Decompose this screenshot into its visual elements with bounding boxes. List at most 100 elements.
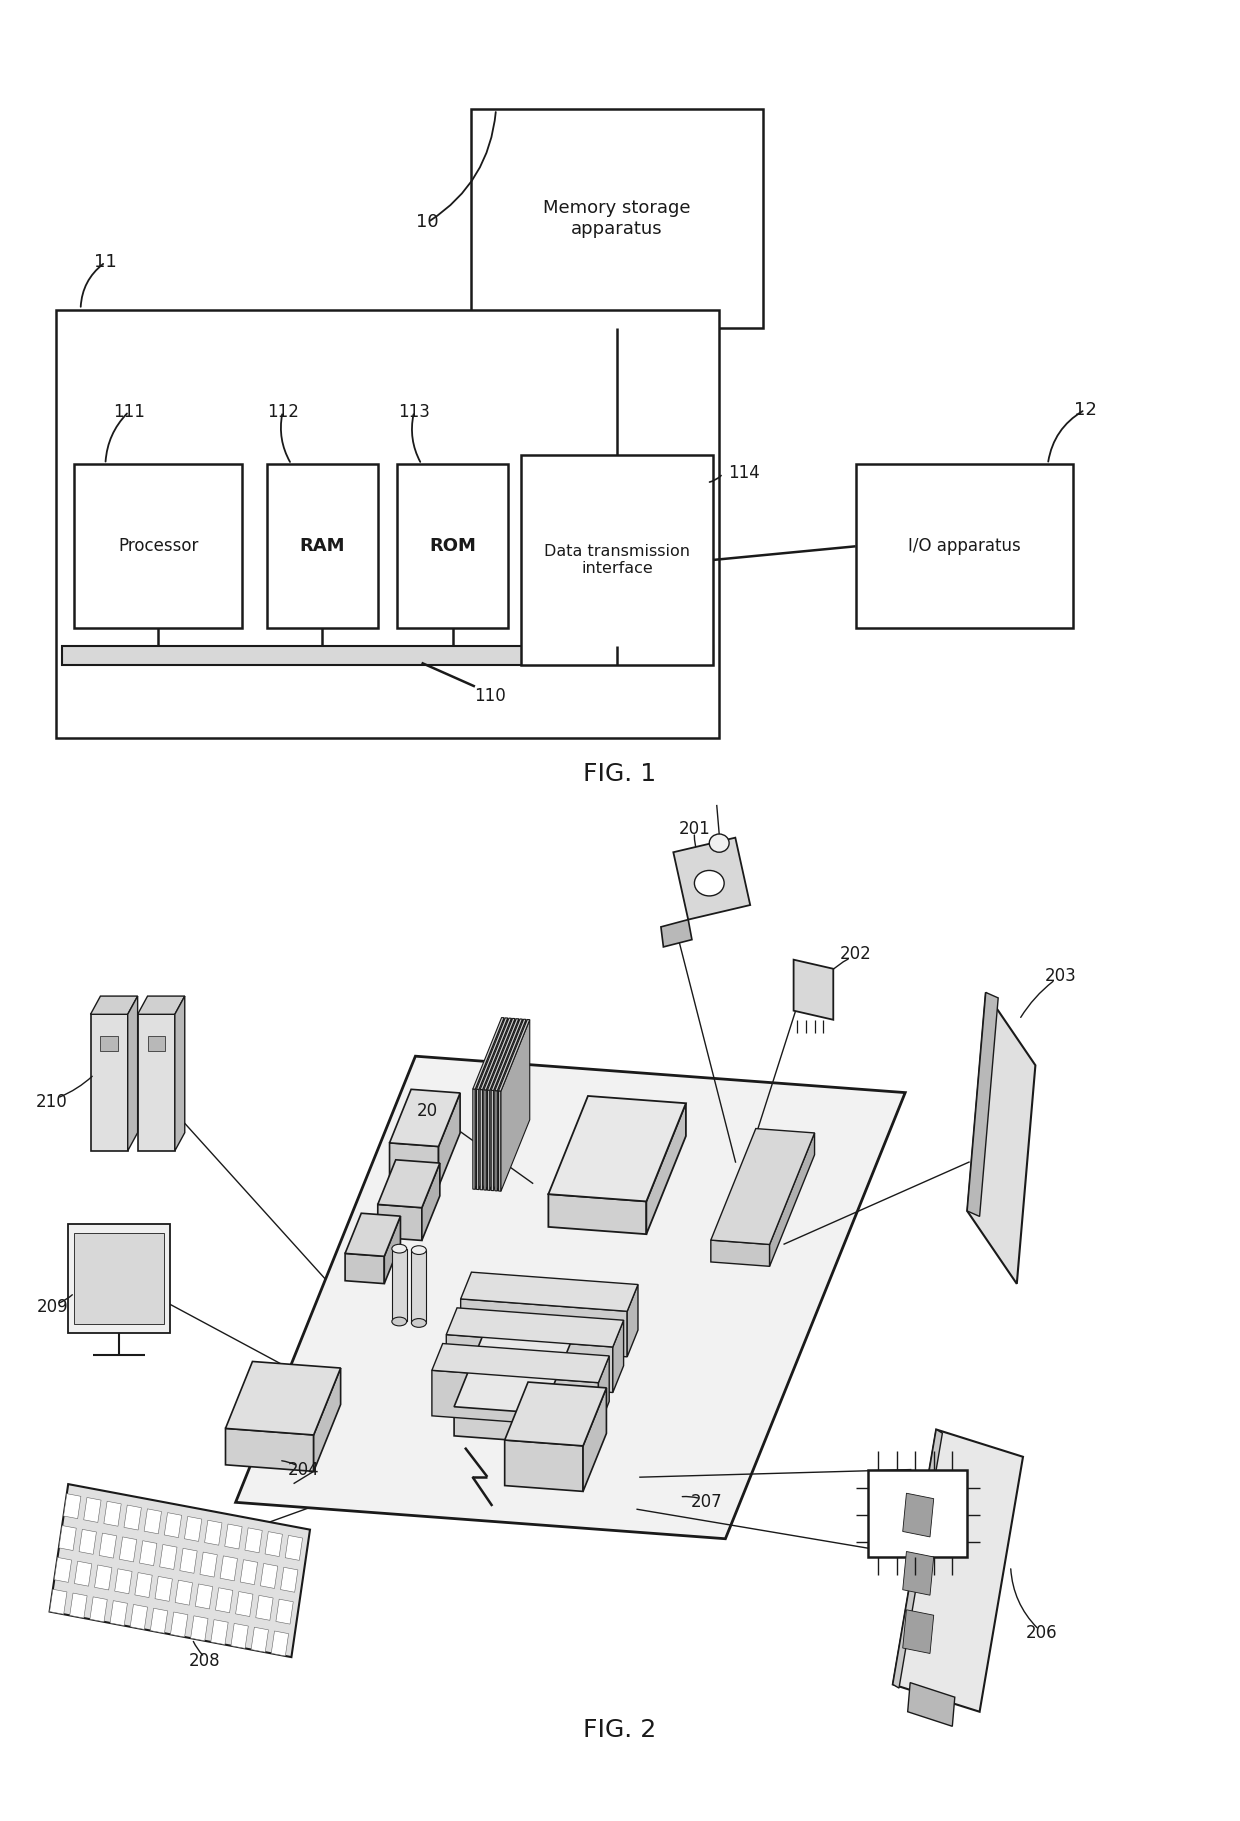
Polygon shape (378, 1160, 440, 1207)
Bar (148, 1036, 165, 1051)
Bar (397, 464, 508, 628)
Bar (868, 1470, 967, 1557)
Polygon shape (497, 1020, 526, 1191)
Polygon shape (226, 1428, 314, 1471)
Text: 20: 20 (417, 1102, 439, 1120)
Polygon shape (110, 1601, 128, 1626)
Bar (100, 1036, 118, 1051)
Polygon shape (314, 1368, 341, 1471)
Polygon shape (908, 1683, 955, 1726)
Polygon shape (236, 1592, 253, 1617)
Polygon shape (144, 1510, 161, 1533)
Polygon shape (794, 960, 833, 1020)
Text: 10: 10 (417, 213, 439, 231)
Bar (392, 1249, 407, 1322)
Bar (471, 109, 763, 328)
Polygon shape (498, 1091, 501, 1191)
Polygon shape (487, 1018, 518, 1091)
Text: 209: 209 (36, 1298, 68, 1317)
Ellipse shape (694, 870, 724, 896)
Polygon shape (495, 1020, 526, 1091)
Polygon shape (491, 1020, 522, 1091)
Polygon shape (480, 1018, 511, 1089)
Bar (138, 1014, 175, 1151)
Polygon shape (446, 1335, 613, 1393)
Polygon shape (160, 1544, 177, 1570)
Polygon shape (191, 1615, 208, 1641)
Bar (56, 310, 719, 738)
Polygon shape (495, 1091, 497, 1191)
Polygon shape (196, 1584, 213, 1610)
Polygon shape (480, 1089, 482, 1189)
Polygon shape (94, 1564, 112, 1590)
Polygon shape (91, 996, 138, 1014)
Polygon shape (494, 1020, 522, 1191)
Polygon shape (711, 1129, 815, 1244)
Polygon shape (79, 1530, 97, 1555)
Text: RAM: RAM (300, 537, 345, 555)
Polygon shape (211, 1619, 228, 1644)
Text: 113: 113 (398, 402, 430, 421)
Polygon shape (231, 1624, 248, 1648)
Bar (74, 1233, 164, 1324)
Polygon shape (175, 996, 185, 1151)
Polygon shape (476, 1018, 507, 1089)
Polygon shape (205, 1521, 222, 1546)
Text: FIG. 1: FIG. 1 (584, 761, 656, 787)
Polygon shape (484, 1089, 486, 1191)
Polygon shape (175, 1581, 192, 1604)
Polygon shape (180, 1548, 197, 1573)
Polygon shape (226, 1362, 341, 1435)
Polygon shape (60, 1526, 77, 1550)
Polygon shape (55, 1557, 72, 1582)
Polygon shape (432, 1369, 599, 1428)
Polygon shape (378, 1204, 422, 1240)
Text: GPS: GPS (899, 1504, 936, 1522)
Polygon shape (221, 1555, 237, 1581)
Polygon shape (446, 1307, 624, 1348)
Polygon shape (104, 1501, 122, 1526)
Text: 208: 208 (188, 1652, 221, 1670)
Polygon shape (246, 1528, 262, 1553)
Ellipse shape (392, 1244, 407, 1253)
Polygon shape (119, 1537, 136, 1562)
Polygon shape (224, 1524, 242, 1550)
Polygon shape (200, 1551, 217, 1577)
Ellipse shape (392, 1317, 407, 1326)
Polygon shape (345, 1253, 384, 1284)
Text: FIG. 2: FIG. 2 (583, 1717, 657, 1743)
Text: ROM: ROM (429, 537, 476, 555)
Polygon shape (138, 996, 185, 1014)
Bar (74, 464, 242, 628)
Polygon shape (893, 1429, 1023, 1712)
Polygon shape (114, 1570, 131, 1593)
Polygon shape (903, 1493, 934, 1537)
Polygon shape (967, 992, 998, 1216)
Text: 203: 203 (1044, 967, 1076, 985)
Bar (521, 455, 713, 665)
Text: Processor: Processor (118, 537, 198, 555)
Polygon shape (74, 1561, 92, 1586)
Polygon shape (476, 1089, 479, 1189)
Polygon shape (661, 920, 692, 947)
Text: 112: 112 (267, 402, 299, 421)
Polygon shape (646, 1104, 686, 1235)
Text: I/O apparatus: I/O apparatus (908, 537, 1021, 555)
Polygon shape (673, 838, 750, 920)
Text: 11: 11 (94, 253, 117, 271)
Text: 202: 202 (839, 945, 872, 963)
Bar (62, 646, 713, 665)
Text: 207: 207 (691, 1493, 723, 1511)
Polygon shape (613, 1320, 624, 1393)
Polygon shape (501, 1020, 529, 1191)
Ellipse shape (412, 1246, 427, 1255)
Text: 110: 110 (474, 687, 506, 705)
Polygon shape (482, 1018, 511, 1189)
Polygon shape (490, 1020, 518, 1191)
Ellipse shape (709, 834, 729, 852)
Polygon shape (216, 1588, 233, 1613)
Polygon shape (486, 1018, 515, 1191)
Polygon shape (128, 996, 138, 1151)
Polygon shape (461, 1273, 637, 1311)
Bar (856, 464, 1073, 628)
